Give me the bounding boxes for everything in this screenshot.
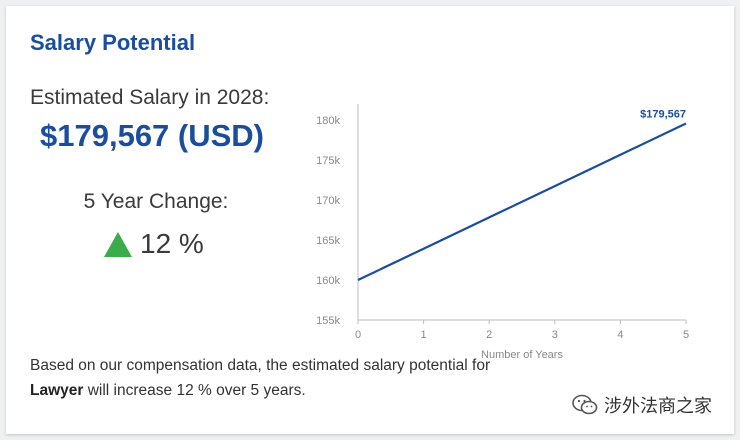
change-label: 5 Year Change: bbox=[83, 190, 229, 213]
x-axis-title: Number of Years bbox=[481, 349, 563, 361]
change-row: 12 % bbox=[104, 228, 204, 260]
watermark: 涉外法商之家 bbox=[572, 392, 712, 418]
y-tick-label: 175k bbox=[316, 155, 340, 167]
x-tick-label: 5 bbox=[683, 329, 689, 341]
y-tick-label: 180k bbox=[316, 115, 340, 127]
wechat-icon bbox=[572, 394, 598, 415]
y-tick-label: 170k bbox=[316, 195, 340, 207]
description-suffix: will increase 12 % over 5 years. bbox=[83, 382, 306, 399]
x-tick-label: 4 bbox=[617, 329, 623, 341]
x-tick-label: 3 bbox=[552, 329, 558, 341]
description-prefix: Based on our compensation data, the esti… bbox=[30, 357, 491, 374]
y-tick-label: 165k bbox=[316, 235, 340, 247]
description: Based on our compensation data, the esti… bbox=[30, 353, 500, 403]
x-tick-label: 1 bbox=[421, 329, 427, 341]
y-tick-label: 155k bbox=[316, 315, 340, 327]
card-title: Salary Potential bbox=[30, 30, 196, 55]
x-tick-label: 0 bbox=[355, 329, 361, 341]
estimated-salary-value: $179,567 (USD) bbox=[40, 118, 265, 153]
salary-card: Salary Potential Estimated Salary in 202… bbox=[6, 6, 734, 434]
end-value-label: $179,567 bbox=[640, 108, 686, 120]
estimated-salary-label: Estimated Salary in 2028: bbox=[30, 86, 270, 109]
change-value: 12 % bbox=[140, 228, 204, 259]
watermark-text: 涉外法商之家 bbox=[604, 396, 712, 416]
description-role: Lawyer bbox=[30, 382, 84, 399]
salary-line-chart: 155k 160k 165k 170k 175k 180k 0 1 2 3 4 5 Number of … bbox=[316, 104, 689, 361]
y-tick-label: 160k bbox=[316, 275, 340, 287]
x-tick-label: 2 bbox=[486, 329, 492, 341]
up-arrow-icon bbox=[104, 231, 132, 257]
salary-series-line bbox=[357, 122, 687, 281]
